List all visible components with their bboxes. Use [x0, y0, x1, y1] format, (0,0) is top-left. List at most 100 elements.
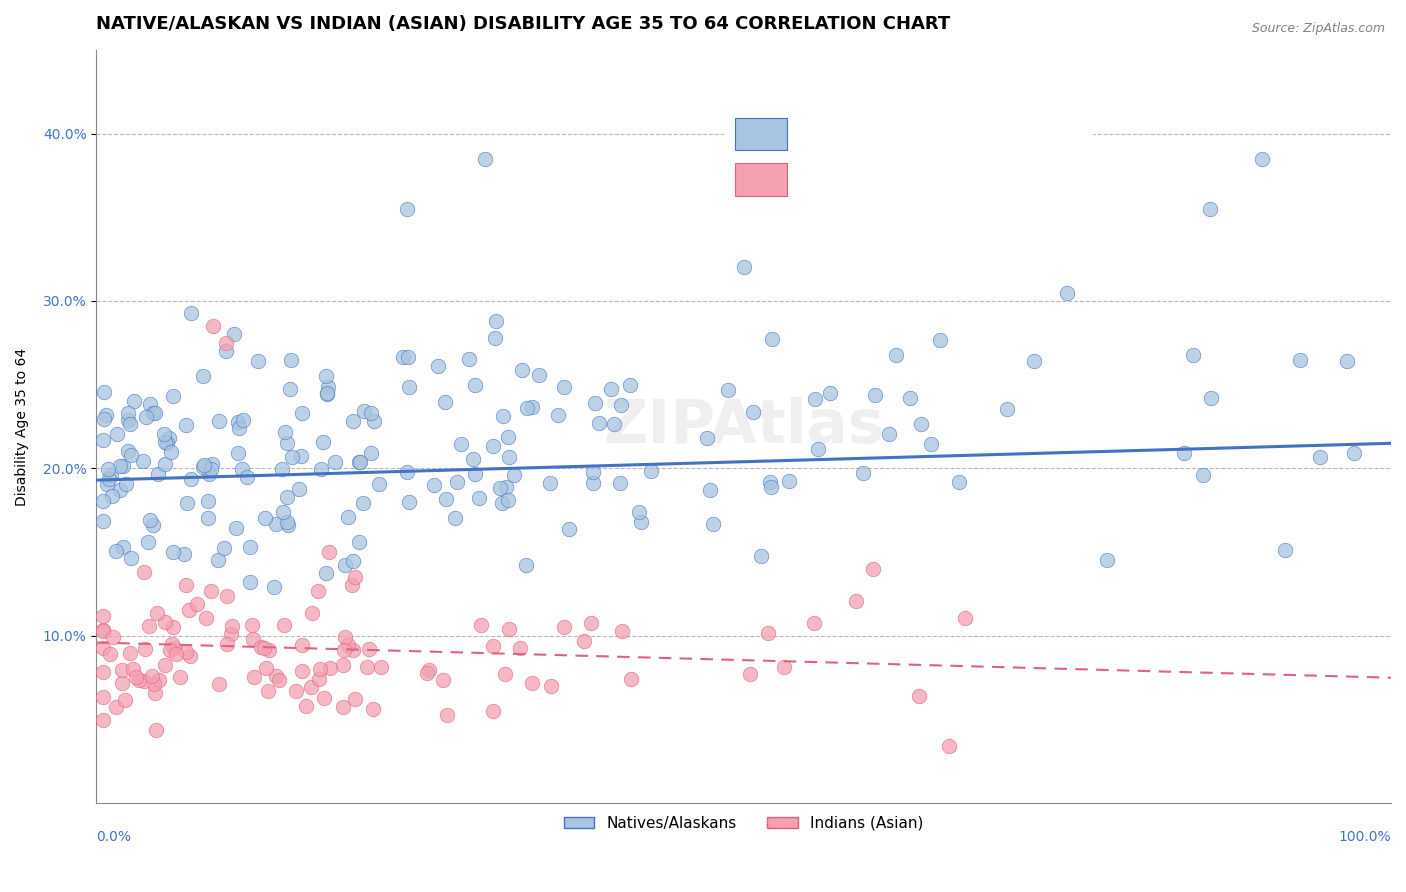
Point — [877, 427, 900, 442]
Point — [96, 476, 118, 491]
Point — [93, 412, 115, 426]
Point — [291, 406, 314, 420]
Point — [91, 690, 114, 704]
Point — [104, 543, 127, 558]
Point — [201, 319, 224, 334]
Point — [226, 415, 249, 429]
Point — [124, 670, 146, 684]
Point — [347, 455, 370, 469]
Point — [342, 414, 364, 428]
Point — [142, 518, 165, 533]
Point — [579, 615, 602, 630]
Point — [162, 389, 184, 403]
Point — [111, 458, 134, 473]
Point — [179, 648, 201, 663]
Point — [527, 368, 550, 382]
Point — [491, 496, 513, 510]
Point — [1199, 391, 1222, 405]
Point — [254, 510, 277, 524]
Point — [938, 739, 960, 754]
Point — [180, 472, 202, 486]
Point — [141, 668, 163, 682]
Point — [547, 409, 569, 423]
Point — [105, 700, 128, 714]
Point — [1095, 553, 1118, 567]
Text: ZIPAtlas: ZIPAtlas — [603, 397, 884, 456]
Point — [232, 412, 254, 426]
Point — [741, 405, 763, 419]
Point — [325, 455, 347, 469]
Point — [1056, 285, 1078, 300]
Point — [312, 691, 335, 706]
Point — [288, 482, 311, 496]
Point — [100, 467, 122, 482]
Point — [416, 665, 439, 680]
Point — [231, 461, 253, 475]
Point — [271, 505, 294, 519]
Point — [318, 545, 340, 559]
Point — [132, 454, 155, 468]
Point — [733, 260, 755, 275]
Point — [128, 673, 150, 687]
Point — [496, 430, 519, 444]
Point — [153, 615, 176, 630]
Point — [778, 474, 800, 488]
Point — [146, 606, 169, 620]
Point — [312, 435, 335, 450]
Point — [263, 580, 285, 594]
Point — [97, 472, 120, 486]
Point — [180, 306, 202, 320]
Point — [280, 352, 302, 367]
Point — [146, 467, 169, 481]
Point — [600, 382, 623, 396]
Point — [208, 414, 231, 428]
Point — [236, 470, 259, 484]
Point — [94, 408, 117, 422]
Point — [955, 611, 977, 625]
Point — [132, 674, 155, 689]
Point — [481, 639, 503, 653]
Point — [761, 332, 783, 346]
Point — [177, 603, 200, 617]
Point — [368, 477, 391, 491]
Point — [111, 540, 134, 554]
Point — [347, 534, 370, 549]
Point — [135, 409, 157, 424]
Point — [316, 386, 339, 401]
Point — [1336, 353, 1358, 368]
Point — [432, 673, 454, 688]
Point — [132, 566, 155, 580]
Point — [200, 462, 222, 476]
Point — [291, 638, 314, 652]
Point — [145, 723, 167, 737]
Point — [337, 638, 360, 652]
Point — [464, 377, 486, 392]
Point — [898, 391, 921, 405]
Point — [396, 465, 419, 479]
Point — [488, 482, 510, 496]
Point — [510, 363, 533, 377]
Point — [619, 378, 641, 392]
Point — [278, 383, 301, 397]
Point — [1198, 202, 1220, 216]
Point — [852, 467, 875, 481]
Point — [120, 646, 142, 660]
Point — [434, 491, 457, 506]
Point — [522, 400, 544, 414]
Point — [1022, 354, 1045, 368]
Point — [247, 354, 270, 368]
Point — [114, 476, 136, 491]
Point — [344, 570, 367, 584]
Point — [257, 683, 280, 698]
Point — [470, 617, 492, 632]
Point — [396, 350, 419, 364]
Point — [201, 457, 224, 471]
Point — [349, 455, 371, 469]
Point — [143, 686, 166, 700]
Point — [117, 413, 139, 427]
Point — [174, 578, 197, 592]
Point — [761, 479, 783, 493]
Point — [540, 679, 562, 693]
Point — [516, 401, 538, 416]
Point — [264, 517, 287, 532]
